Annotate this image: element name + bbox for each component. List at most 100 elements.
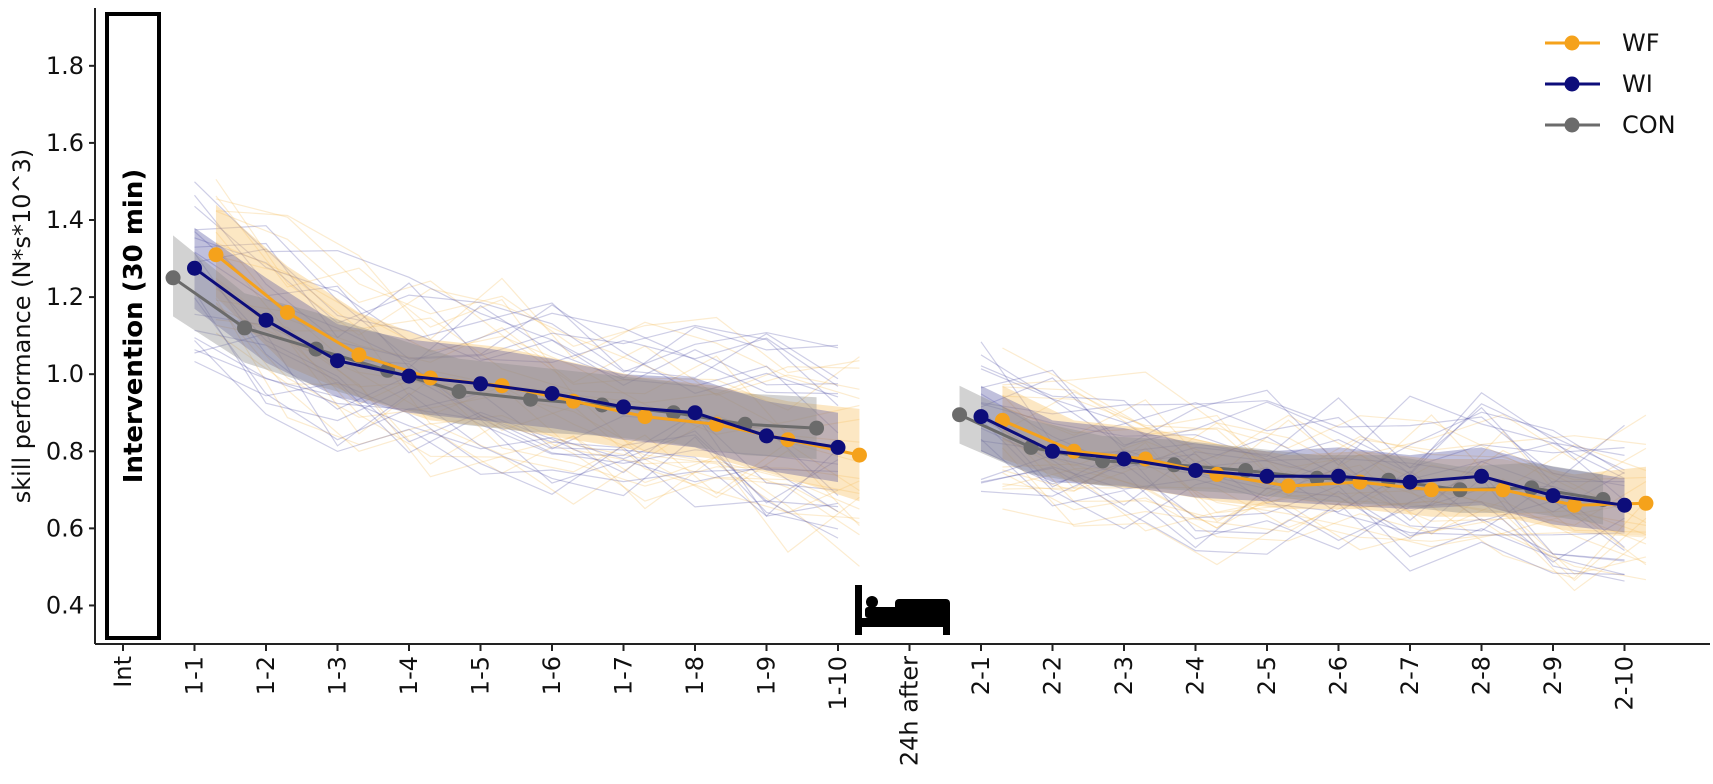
x-tick-label: 1-8	[681, 656, 709, 695]
individual-trace-wf	[215, 245, 860, 492]
individual-trace-wi	[980, 462, 1625, 576]
point-wi-2-10	[1617, 497, 1632, 513]
point-wi-1-10	[830, 439, 846, 455]
mean-line-wi-session-2	[980, 415, 1625, 507]
individual-trace-wi	[980, 400, 1625, 487]
legend-label-wf: WF	[1622, 29, 1660, 57]
individual-trace-wi	[980, 365, 1625, 481]
y-tick-label: 0.4	[46, 591, 84, 619]
individual-trace-wi	[194, 251, 839, 395]
x-tick-label: 2-8	[1468, 656, 1496, 695]
intervention-box: Intervention (30 min)	[105, 12, 161, 640]
point-wi-1-6	[544, 386, 560, 401]
legend-marker-wf	[1564, 35, 1580, 51]
band-con-session-1	[173, 235, 817, 459]
individual-trace-wf	[215, 302, 860, 536]
individual-trace-wf	[215, 324, 860, 514]
point-wi-2-7	[1402, 474, 1418, 490]
bed-blanket	[895, 599, 950, 625]
individual-trace-wi	[194, 237, 839, 373]
point-con-2-1	[952, 407, 968, 423]
individual-trace-wf	[1002, 468, 1647, 580]
individual-trace-wi	[980, 417, 1625, 562]
y-tick-label: 0.6	[46, 514, 84, 542]
individual-trace-wf	[215, 242, 860, 443]
intervention-label: Intervention (30 min)	[119, 169, 149, 483]
individual-trace-wi	[980, 377, 1625, 485]
x-tick-label: 2-1	[967, 656, 995, 695]
point-wi-1-4	[401, 368, 417, 384]
ticks-layer: 0.4 0.6 0.8 1.0 1.2 1.4 1.6 1.8 Int 1-1 1-2 1-3 1-4 1…	[46, 52, 1639, 766]
individual-traces-layer	[193, 178, 1647, 592]
x-tick-label: 2-9	[1539, 656, 1567, 695]
intervention-rect	[105, 12, 161, 640]
individual-trace-wf	[1002, 447, 1647, 551]
individual-trace-wi	[194, 329, 839, 539]
legend-marker-con	[1564, 117, 1580, 133]
legend-marker-wi	[1564, 76, 1580, 92]
point-con-1-2	[237, 320, 253, 336]
individual-trace-wf	[1002, 416, 1647, 566]
individual-trace-wf	[1002, 394, 1647, 524]
mean-line-wf-session-2	[1001, 419, 1646, 507]
individual-trace-wf	[215, 299, 860, 510]
individual-trace-wf	[215, 277, 860, 495]
point-wi-1-2	[258, 312, 274, 328]
individual-trace-wi	[980, 427, 1625, 532]
individual-trace-wi	[194, 231, 839, 434]
individual-trace-wf	[215, 195, 860, 432]
x-tick-label: 2-6	[1325, 656, 1353, 695]
x-tick-label: 1-6	[538, 656, 566, 695]
point-wi-2-9	[1545, 488, 1561, 504]
axes-layer: skill performance (N*s*10^3)	[8, 8, 1710, 645]
individual-trace-wi	[980, 418, 1625, 536]
individual-trace-wi	[193, 290, 839, 517]
individual-trace-wf	[1002, 463, 1647, 548]
point-wi-1-7	[616, 399, 631, 415]
y-axis-label: skill performance (N*s*10^3)	[8, 149, 36, 503]
individual-trace-wf	[215, 255, 860, 436]
individual-trace-wi	[194, 297, 839, 513]
point-wi-2-3	[1116, 451, 1132, 467]
x-tick-label: 1-1	[181, 656, 209, 695]
y-tick-label: 1.4	[46, 206, 84, 234]
individual-trace-wf	[1002, 399, 1647, 492]
point-wf-2-5	[1280, 478, 1296, 494]
individual-trace-wf	[215, 306, 860, 527]
y-tick-label: 1.0	[46, 360, 84, 388]
individual-trace-wf	[1002, 386, 1647, 490]
point-wf-2-10	[1638, 495, 1654, 511]
individual-trace-wi	[980, 466, 1625, 563]
individual-trace-wi	[194, 333, 839, 530]
x-tick-label: 2-2	[1039, 656, 1067, 695]
point-wi-2-8	[1474, 468, 1489, 484]
individual-trace-wi	[194, 181, 839, 379]
point-wf-1-3	[351, 347, 367, 363]
band-wf-session-2	[1002, 385, 1646, 537]
individual-trace-wf	[215, 279, 860, 519]
x-tick-label: 2-5	[1253, 656, 1281, 695]
individual-trace-wi	[194, 349, 839, 504]
individual-trace-wf	[1002, 472, 1647, 564]
x-tick-label: 1-7	[610, 656, 638, 695]
individual-trace-wf	[1002, 447, 1647, 581]
individual-trace-wf	[215, 297, 860, 567]
point-wf-1-10	[851, 447, 867, 463]
bed-icon	[855, 585, 950, 635]
point-con-1-6	[523, 391, 539, 407]
x-tick-label: 2-10	[1611, 656, 1639, 710]
individual-trace-wi	[194, 337, 839, 517]
individual-trace-wi	[194, 194, 839, 398]
individual-trace-wf	[1002, 347, 1647, 461]
individual-trace-wi	[980, 369, 1625, 469]
point-wi-2-1	[973, 409, 989, 425]
bed-person-body	[865, 607, 900, 618]
x-tick-label: 2-7	[1396, 656, 1424, 695]
x-tick-label: 2-3	[1110, 656, 1138, 695]
individual-trace-wf	[215, 210, 860, 411]
individual-trace-wf	[1002, 491, 1647, 592]
point-wi-1-3	[330, 353, 345, 369]
x-tick-label: Int	[109, 656, 137, 688]
